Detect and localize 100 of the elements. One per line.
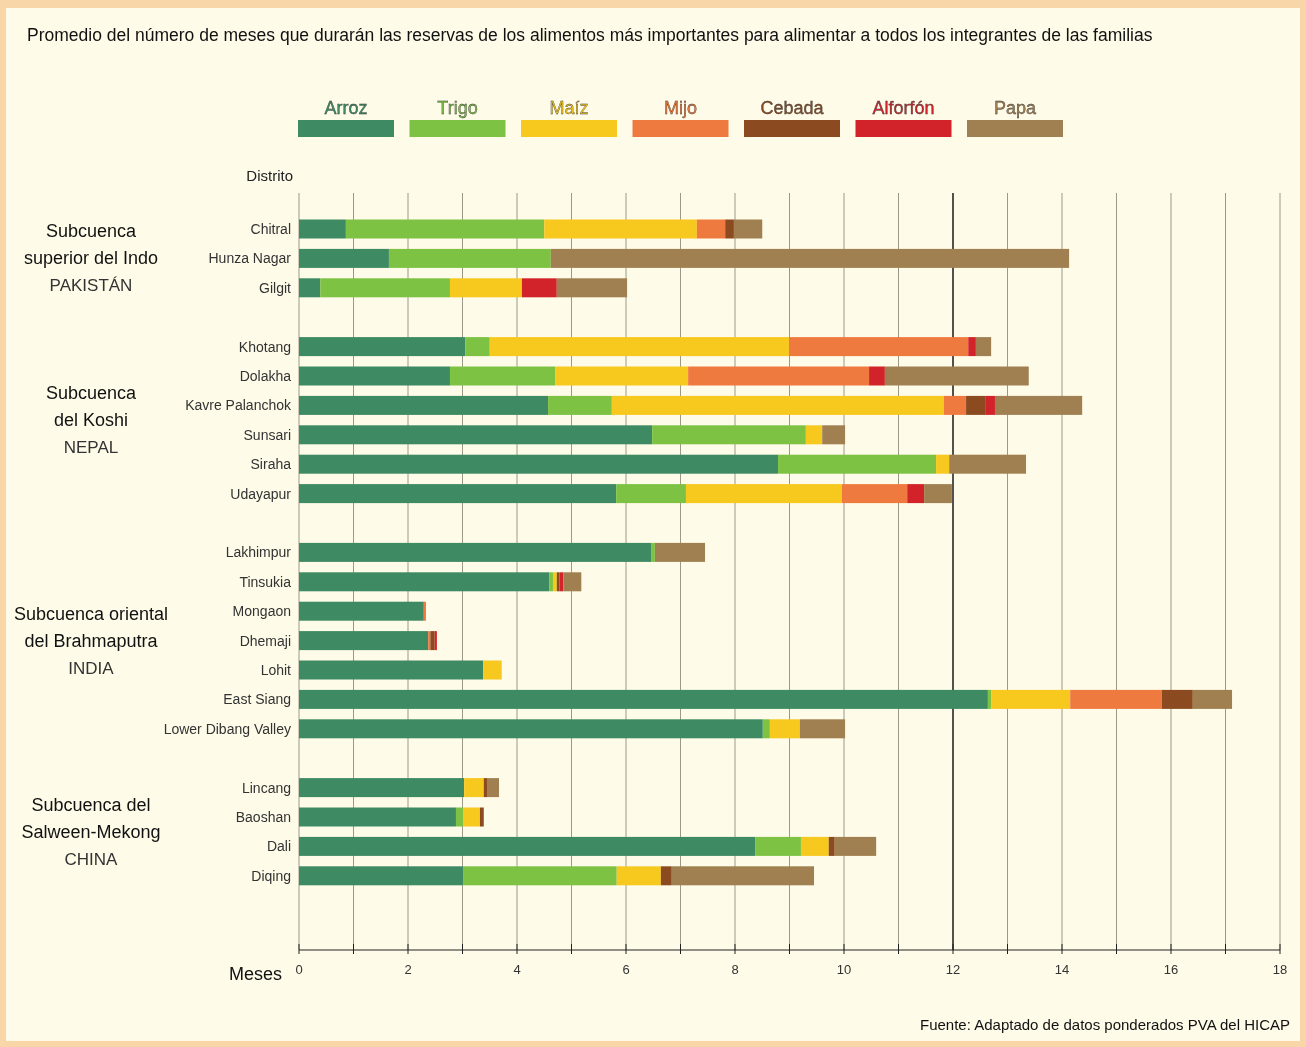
bar: [563, 572, 582, 592]
bar: [299, 425, 653, 445]
bar: [800, 836, 829, 856]
x-tick-label: 18: [1272, 962, 1288, 977]
bar: [805, 425, 823, 445]
bar: [696, 219, 726, 239]
bar: [1070, 689, 1162, 709]
bar: [769, 719, 800, 739]
bar: [430, 631, 435, 651]
bar: [799, 719, 846, 739]
bar: [943, 395, 967, 415]
x-tick-label: 0: [295, 962, 303, 977]
bar: [869, 366, 885, 386]
x-tick-label: 16: [1163, 962, 1179, 977]
bar: [968, 337, 976, 357]
bar: [449, 366, 556, 386]
bar: [733, 219, 763, 239]
bar: [924, 484, 952, 504]
bar: [549, 572, 553, 592]
bar: [991, 689, 1071, 709]
bar: [1192, 689, 1233, 709]
chart-title: Promedio del número de meses que durarán las reservas de los alimentos más importantes para alimentar a todos los integrantes de las familias: [27, 25, 1153, 45]
bar: [544, 219, 697, 239]
y-tick-label: Dali: [266, 838, 291, 855]
bar: [949, 454, 1027, 474]
bar: [975, 337, 992, 357]
bar: [388, 248, 551, 268]
bar: [548, 395, 612, 415]
bar: [483, 660, 502, 680]
bar: [755, 836, 801, 856]
bar: [822, 425, 846, 445]
x-tick-label: 12: [945, 962, 961, 977]
text: Subcuenca del Salween-Mekong CHINA: [21, 794, 161, 869]
bar: [994, 395, 1083, 415]
bar: [299, 689, 988, 709]
bar: [671, 866, 815, 886]
text: Subcuenca oriental del Brahmaputra INDIA: [13, 603, 169, 678]
bar: [463, 866, 617, 886]
y-tick-label: Dolakha: [239, 368, 292, 384]
y-tick-label: Khotang: [238, 338, 291, 355]
bar: [685, 484, 842, 504]
bar: [299, 484, 617, 504]
bar: [299, 337, 466, 357]
y-tick-label: Tinsukia: [239, 573, 292, 590]
y-tick-label: Lohit: [260, 662, 292, 678]
y-tick-label: Hunza Nagar: [208, 250, 292, 267]
bar: [464, 778, 484, 798]
bar: [552, 572, 557, 592]
y-tick-label: Lincang: [241, 779, 291, 796]
bar: [299, 866, 464, 886]
text: Subcuenca del Koshi NEPAL: [45, 383, 138, 458]
text: Subcuenca superior del Indo PAKISTÁN: [23, 221, 159, 296]
bar: [688, 366, 870, 386]
bar: [299, 366, 450, 386]
y-tick-label: Dhemaji: [239, 632, 291, 649]
bar: [654, 542, 706, 562]
bar: [463, 807, 480, 827]
bar: [788, 337, 969, 357]
bar: [487, 778, 500, 798]
text: Alforfón: [872, 98, 935, 118]
bar: [987, 689, 992, 709]
bar: [616, 484, 686, 504]
bar: [299, 836, 756, 856]
bar: [299, 601, 424, 621]
bar: [556, 572, 560, 592]
y-tick-label: Lower Dibang Valley: [163, 720, 291, 737]
bar: [465, 337, 490, 357]
x-tick-label: 2: [404, 962, 412, 977]
y-tick-label: Lakhimpur: [225, 544, 292, 561]
x-tick-label: 10: [836, 962, 852, 977]
bar: [428, 631, 431, 651]
x-tick-label: 8: [731, 962, 739, 977]
bar: [449, 278, 522, 298]
y-tick-label: Gilgit: [259, 279, 292, 296]
bar: [778, 454, 937, 474]
bar: [652, 425, 806, 445]
bar: [299, 219, 346, 239]
bar: [299, 278, 321, 298]
y-tick-label: Udayapur: [230, 485, 292, 502]
bar: [483, 778, 488, 798]
bar: [423, 601, 426, 621]
bar: [299, 719, 763, 739]
text: Cebada: [760, 98, 825, 118]
bar: [299, 807, 456, 827]
y-tick-label: Kavre Palanchok: [185, 397, 292, 414]
y-tick-label: Chitral: [250, 221, 291, 237]
bar: [660, 866, 672, 886]
bar: [985, 395, 995, 415]
text: Arroz: [324, 98, 368, 118]
bar: [299, 778, 465, 798]
bar: [299, 395, 549, 415]
text: Maíz: [549, 98, 589, 118]
bar: [434, 631, 437, 651]
bar: [299, 631, 429, 651]
x-tick-label: 4: [513, 962, 521, 977]
bar: [725, 219, 734, 239]
bar: [489, 337, 789, 357]
y-tick-label: East Siang: [223, 691, 291, 708]
bar: [936, 454, 950, 474]
source-note: Fuente: Adaptado de datos ponderados PVA del HICAP: [920, 1016, 1290, 1033]
